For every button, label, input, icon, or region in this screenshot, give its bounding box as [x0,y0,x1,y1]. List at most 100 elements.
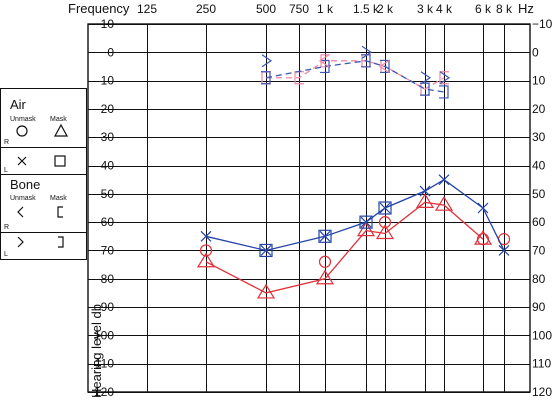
y-tick-label-right: 50 [532,187,546,201]
y-tick-label-left: 90 [101,300,115,314]
y-axis-label: Hearing level db [89,304,104,398]
x-tick-label: 250 [196,2,216,16]
angle-right-marker [420,71,432,85]
legend-angle-right-icon [17,236,24,248]
square-marker [378,201,392,215]
triangle-marker [256,283,276,299]
y-tick-label-left: 60 [101,215,115,229]
square-marker [318,229,332,243]
y-tick-label-right: 120 [532,385,552,399]
y-tick-label-left: 30 [101,130,115,144]
cross-marker [379,202,391,214]
series-line [205,201,484,294]
x-tick-label: 1 k [317,2,334,16]
legend-air-title: Air [10,97,27,112]
triangle-marker [356,221,376,237]
y-tick-label-left: 40 [101,159,115,173]
triangle-marker [434,196,454,211]
cross-marker [498,245,510,256]
bracket-right-marker [380,59,390,74]
series-line [205,178,505,252]
y-tick-label-left: 50 [101,187,115,201]
triangle-marker [415,193,435,208]
cross-marker [419,185,431,197]
x-tick-label: 3 k [417,2,434,16]
series-right_air_masked [196,193,493,299]
cross-marker [360,216,372,228]
angle-left-marker [378,59,390,73]
x-axis-label: Frequency [68,1,130,16]
circle-marker [378,216,392,229]
legend-bone-unmask: Unmask [10,195,36,202]
legend-air-left: L [4,167,8,174]
x-tick-label: 1.5 k [353,2,380,16]
legend-air-right: R [4,139,9,146]
x-tick-label: 8 k [496,2,513,16]
angle-right-marker [261,54,273,68]
bracket-right-marker [439,85,449,99]
x-tick-label: 500 [256,2,276,16]
legend-circle-icon [16,125,28,137]
legend-bone-right: R [4,224,9,231]
x-axis-unit: Hz [518,1,534,16]
square-marker [359,215,373,229]
y-tick-label-left: 10 [101,74,115,88]
legend-bone-left: L [4,251,8,258]
legend-bone-mask: Mask [50,195,67,202]
series-right_air [199,216,511,268]
y-tick-label-right: 10 [532,74,546,88]
legend-bracket-right-icon [58,236,64,248]
cross-marker [477,202,489,214]
y-tick-label-left: 0 [107,45,114,59]
y-tick-label-right: 80 [532,272,546,286]
bracket-right-marker [420,82,430,96]
legend: Air Unmask Mask R L Bone Unmask Mask R L [0,88,87,260]
legend-triangle-icon [53,123,69,137]
legend-square-icon [54,155,66,167]
series-line [266,60,445,90]
y-tick-label-right: 20 [532,102,546,116]
x-tick-label: 4 k [436,2,453,16]
y-tick-label-right: 100 [532,328,552,342]
bracket-right-marker [261,71,271,85]
y-tick-label-left: 20 [101,102,115,116]
y-tick-label-left: 110 [95,357,114,371]
series-right_bone [261,54,449,96]
cross-marker [200,230,212,242]
cross-marker [319,230,331,242]
series-line [265,60,445,93]
grid [87,23,531,393]
y-tick-label-right: 90 [532,300,546,314]
bracket-right-marker [361,54,371,68]
circle-marker [199,244,213,257]
series [196,45,511,299]
y-tick-label-right: −10 [532,17,552,31]
y-tick-label-left: 120 [94,385,114,399]
legend-air-mask: Mask [50,116,67,123]
legend-air-unmask: Unmask [10,116,36,123]
cross-marker [260,245,272,256]
y-tick-label-right: 40 [532,159,546,173]
series-left_bone_unmasked [261,45,451,85]
y-tick-label-left: −10 [94,17,115,31]
legend-bracket-left-icon [57,206,63,218]
x-tick-label: 2 k [377,2,394,16]
series-right_bone_unmasked [318,54,390,73]
y-tick-label-right: 0 [532,45,539,59]
triangle-marker [473,229,493,245]
y-tick-label-left: 70 [101,243,115,257]
angle-left-marker [318,54,330,68]
y-tick-label-right: 30 [532,130,546,144]
x-tick-label: 125 [137,2,157,16]
legend-angle-left-icon [17,206,24,218]
legend-bone-title: Bone [10,177,40,192]
y-tick-label-right: 70 [532,243,546,257]
axes: Frequency Hz Hearing level db 125 250 500 7… [68,1,552,399]
y-tick-label-left: 80 [101,272,115,286]
series-left_air_masked [259,201,392,258]
cross-marker [438,174,450,186]
series-left_air [200,174,510,256]
angle-right-marker [361,45,373,59]
plot-frame [87,23,531,393]
